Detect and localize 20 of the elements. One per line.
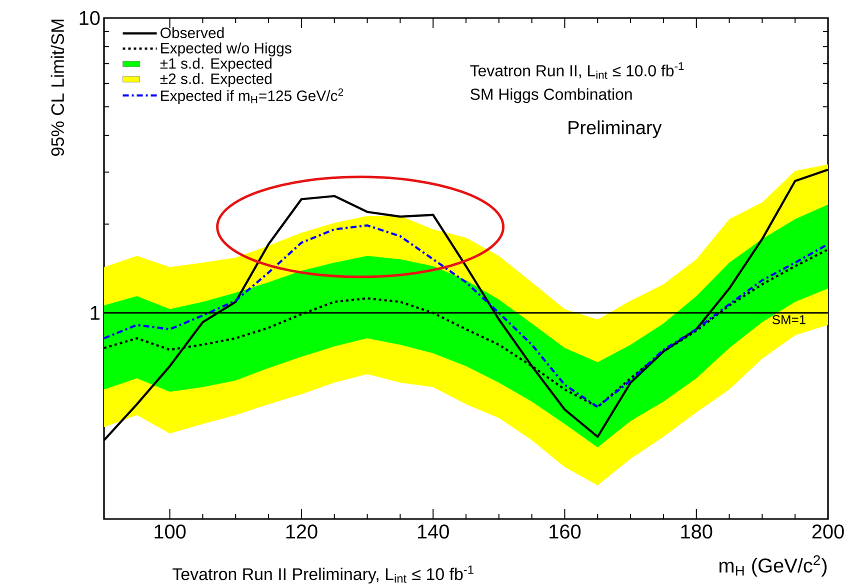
legend-label: Observed: [160, 27, 224, 38]
x-tick-label: 160: [550, 524, 581, 539]
y-tick-label: 10: [80, 10, 100, 26]
annotation: Tevatron Run II, L$_{int}$ ≤ 10.0 fb$^{-1}$: [470, 62, 684, 79]
annotation: SM Higgs Combination: [470, 88, 632, 104]
x-tick-label: 200: [812, 524, 844, 539]
y-tick-label: 1: [90, 306, 100, 320]
legend-label: Expected if m$_{H}$=125 GeV/c$^{2}$: [161, 88, 344, 104]
legend-label: ±2 s.d. Expected: [160, 73, 272, 88]
annotation: Preliminary: [568, 120, 662, 138]
legend-label: Expected w/o Higgs: [161, 42, 292, 56]
legend-label: ±1 s.d. Expected: [160, 58, 272, 72]
ref-line-label: SM=1: [772, 315, 806, 324]
x-tick-label: 100: [154, 524, 186, 539]
text: Tevatron Run II Preliminary, L$_{int}$ ≤ 10 fb$^{-1}$: [172, 566, 474, 584]
y-axis-title: 95% CL Limit/SM: [50, 20, 64, 156]
x-tick-label: 120: [286, 524, 318, 539]
x-tick-label: 180: [681, 524, 712, 539]
x-axis-title: m$_{H}$ (GeV/c$^{2}$): [720, 555, 827, 577]
x-tick-label: 140: [418, 524, 449, 539]
